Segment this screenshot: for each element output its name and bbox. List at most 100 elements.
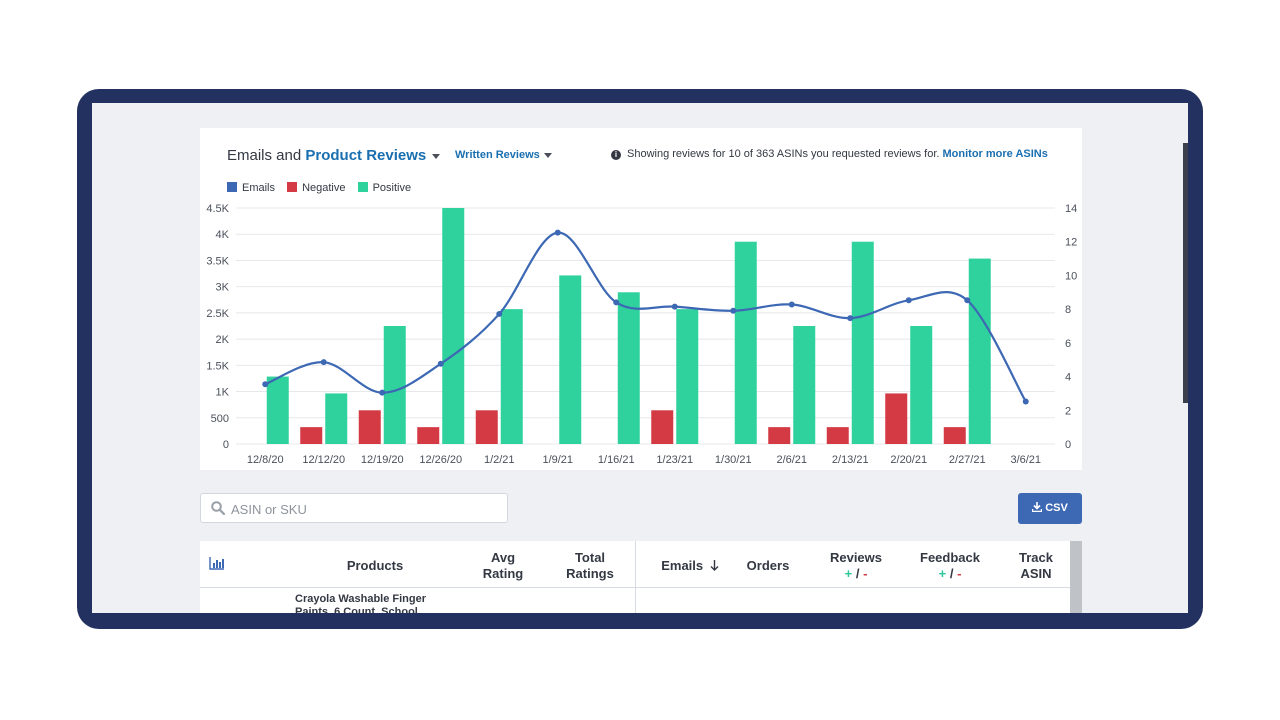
slash: /: [949, 566, 954, 581]
y-left-tick-label: 3.5K: [206, 255, 229, 267]
y-right-tick-label: 10: [1065, 270, 1077, 282]
plus-sign: +: [844, 566, 853, 581]
y-left-tick-label: 500: [211, 413, 229, 425]
bar-positive: [442, 208, 465, 444]
bar-positive: [325, 393, 348, 444]
col-avg-rating[interactable]: Avg Rating: [468, 550, 538, 582]
emails-point: [379, 389, 386, 396]
chevron-down-icon[interactable]: [432, 153, 441, 159]
emails-point: [554, 229, 561, 236]
minus-sign: -: [957, 566, 962, 581]
bar-positive: [793, 326, 816, 444]
minus-sign: -: [863, 566, 868, 581]
emails-point: [964, 297, 971, 304]
legend-item-negative[interactable]: Negative: [287, 182, 346, 194]
legend-swatch-emails: [227, 182, 237, 192]
x-tick-label: 2/27/21: [949, 454, 986, 466]
bar-positive: [266, 376, 289, 444]
col-reviews[interactable]: Reviews + / -: [812, 550, 900, 582]
x-tick-label: 1/16/21: [598, 454, 635, 466]
app-screen: Emails and Product Reviews Written Revie…: [92, 103, 1188, 613]
page-scrollbar[interactable]: [1183, 143, 1188, 403]
chart-title: Emails and Product Reviews: [227, 147, 441, 164]
legend-item-emails[interactable]: Emails: [227, 182, 275, 194]
bar-positive: [968, 258, 991, 444]
col-products[interactable]: Products: [346, 558, 404, 573]
y-right-tick-label: 0: [1065, 439, 1071, 451]
col-feedback-plus-minus: + / -: [900, 566, 1000, 582]
col-orders[interactable]: Orders: [746, 558, 790, 573]
col-total-ratings[interactable]: Total Ratings: [550, 550, 630, 582]
monitor-more-asins-link[interactable]: Monitor more ASINs: [942, 148, 1048, 160]
search-input[interactable]: [231, 499, 491, 519]
col-total-ratings-line1: Total: [574, 550, 606, 565]
x-tick-label: 12/26/20: [419, 454, 462, 466]
bar-positive: [559, 275, 582, 444]
y-left-tick-label: 4.5K: [206, 203, 229, 215]
product-title[interactable]: Crayola Washable Finger Paints, 6 Count,…: [295, 593, 427, 613]
products-table: Products Avg Rating Total Ratings Emails…: [200, 541, 1082, 613]
y-left-tick-label: 2K: [216, 334, 230, 346]
emails-point: [320, 359, 327, 366]
y-left-tick-label: 0: [223, 439, 229, 451]
x-tick-label: 1/23/21: [656, 454, 693, 466]
col-track-asin[interactable]: Track ASIN: [996, 550, 1076, 582]
y-left-tick-label: 1K: [216, 387, 230, 399]
bar-positive: [851, 241, 874, 444]
info-message: i Showing reviews for 10 of 363 ASINs you…: [611, 148, 1051, 161]
y-left-tick-label: 4K: [216, 229, 230, 241]
csv-download-button[interactable]: CSV: [1018, 493, 1082, 524]
chart-card: Emails and Product Reviews Written Revie…: [200, 128, 1082, 470]
y-right-tick-label: 2: [1065, 405, 1071, 417]
csv-label[interactable]: CSV: [1045, 502, 1068, 514]
chevron-down-icon[interactable]: [543, 152, 552, 158]
search-icon: [211, 501, 225, 515]
emails-point: [262, 381, 269, 388]
asin-search-box[interactable]: [200, 493, 508, 523]
emails-point: [730, 307, 737, 314]
legend-label: Negative: [302, 182, 346, 194]
x-tick-label: 2/20/21: [890, 454, 927, 466]
x-tick-label: 12/8/20: [247, 454, 284, 466]
x-tick-label: 12/19/20: [361, 454, 404, 466]
bar-chart-icon[interactable]: [209, 557, 225, 570]
emails-point: [847, 315, 854, 322]
emails-point: [437, 360, 444, 367]
legend-item-positive[interactable]: Positive: [357, 182, 412, 194]
table-scrollbar[interactable]: [1070, 541, 1082, 613]
y-left-tick-label: 3K: [216, 282, 230, 294]
y-right-tick-label: 12: [1065, 237, 1077, 249]
y-left-tick-label: 1.5K: [206, 360, 229, 372]
column-divider: [635, 541, 636, 613]
legend-label: Emails: [242, 182, 276, 194]
info-icon: i: [611, 150, 621, 160]
bar-positive: [617, 292, 640, 444]
plus-sign: +: [938, 566, 947, 581]
bar-negative: [475, 410, 498, 444]
product-reviews-dropdown[interactable]: Product Reviews: [305, 147, 427, 164]
emails-point: [788, 301, 795, 308]
col-avg-rating-line2: Rating: [482, 566, 524, 581]
y-right-tick-label: 6: [1065, 338, 1071, 350]
info-text: Showing reviews for 10 of 363 ASINs you …: [627, 148, 940, 160]
emails-point: [613, 299, 620, 306]
col-reviews-label: Reviews: [829, 550, 883, 565]
bar-negative: [885, 393, 908, 444]
chart-legend: Emails Negative Positive: [227, 182, 420, 194]
y-right-tick-label: 8: [1065, 304, 1071, 316]
emails-point: [671, 303, 678, 310]
legend-label: Positive: [372, 182, 412, 194]
bar-positive: [734, 241, 757, 444]
legend-swatch-positive: [357, 182, 368, 192]
chart-title-prefix: Emails and: [227, 147, 302, 164]
col-reviews-plus-minus: + / -: [812, 566, 900, 582]
bar-negative: [651, 410, 674, 444]
bar-negative: [358, 410, 381, 444]
written-reviews-dropdown[interactable]: Written Reviews: [455, 149, 552, 161]
emails-point: [1022, 398, 1029, 405]
written-reviews-label[interactable]: Written Reviews: [455, 149, 540, 161]
col-emails[interactable]: Emails: [650, 558, 730, 574]
col-emails-label: Emails: [661, 558, 704, 573]
bar-negative: [300, 427, 323, 444]
col-feedback[interactable]: Feedback + / -: [900, 550, 1000, 582]
